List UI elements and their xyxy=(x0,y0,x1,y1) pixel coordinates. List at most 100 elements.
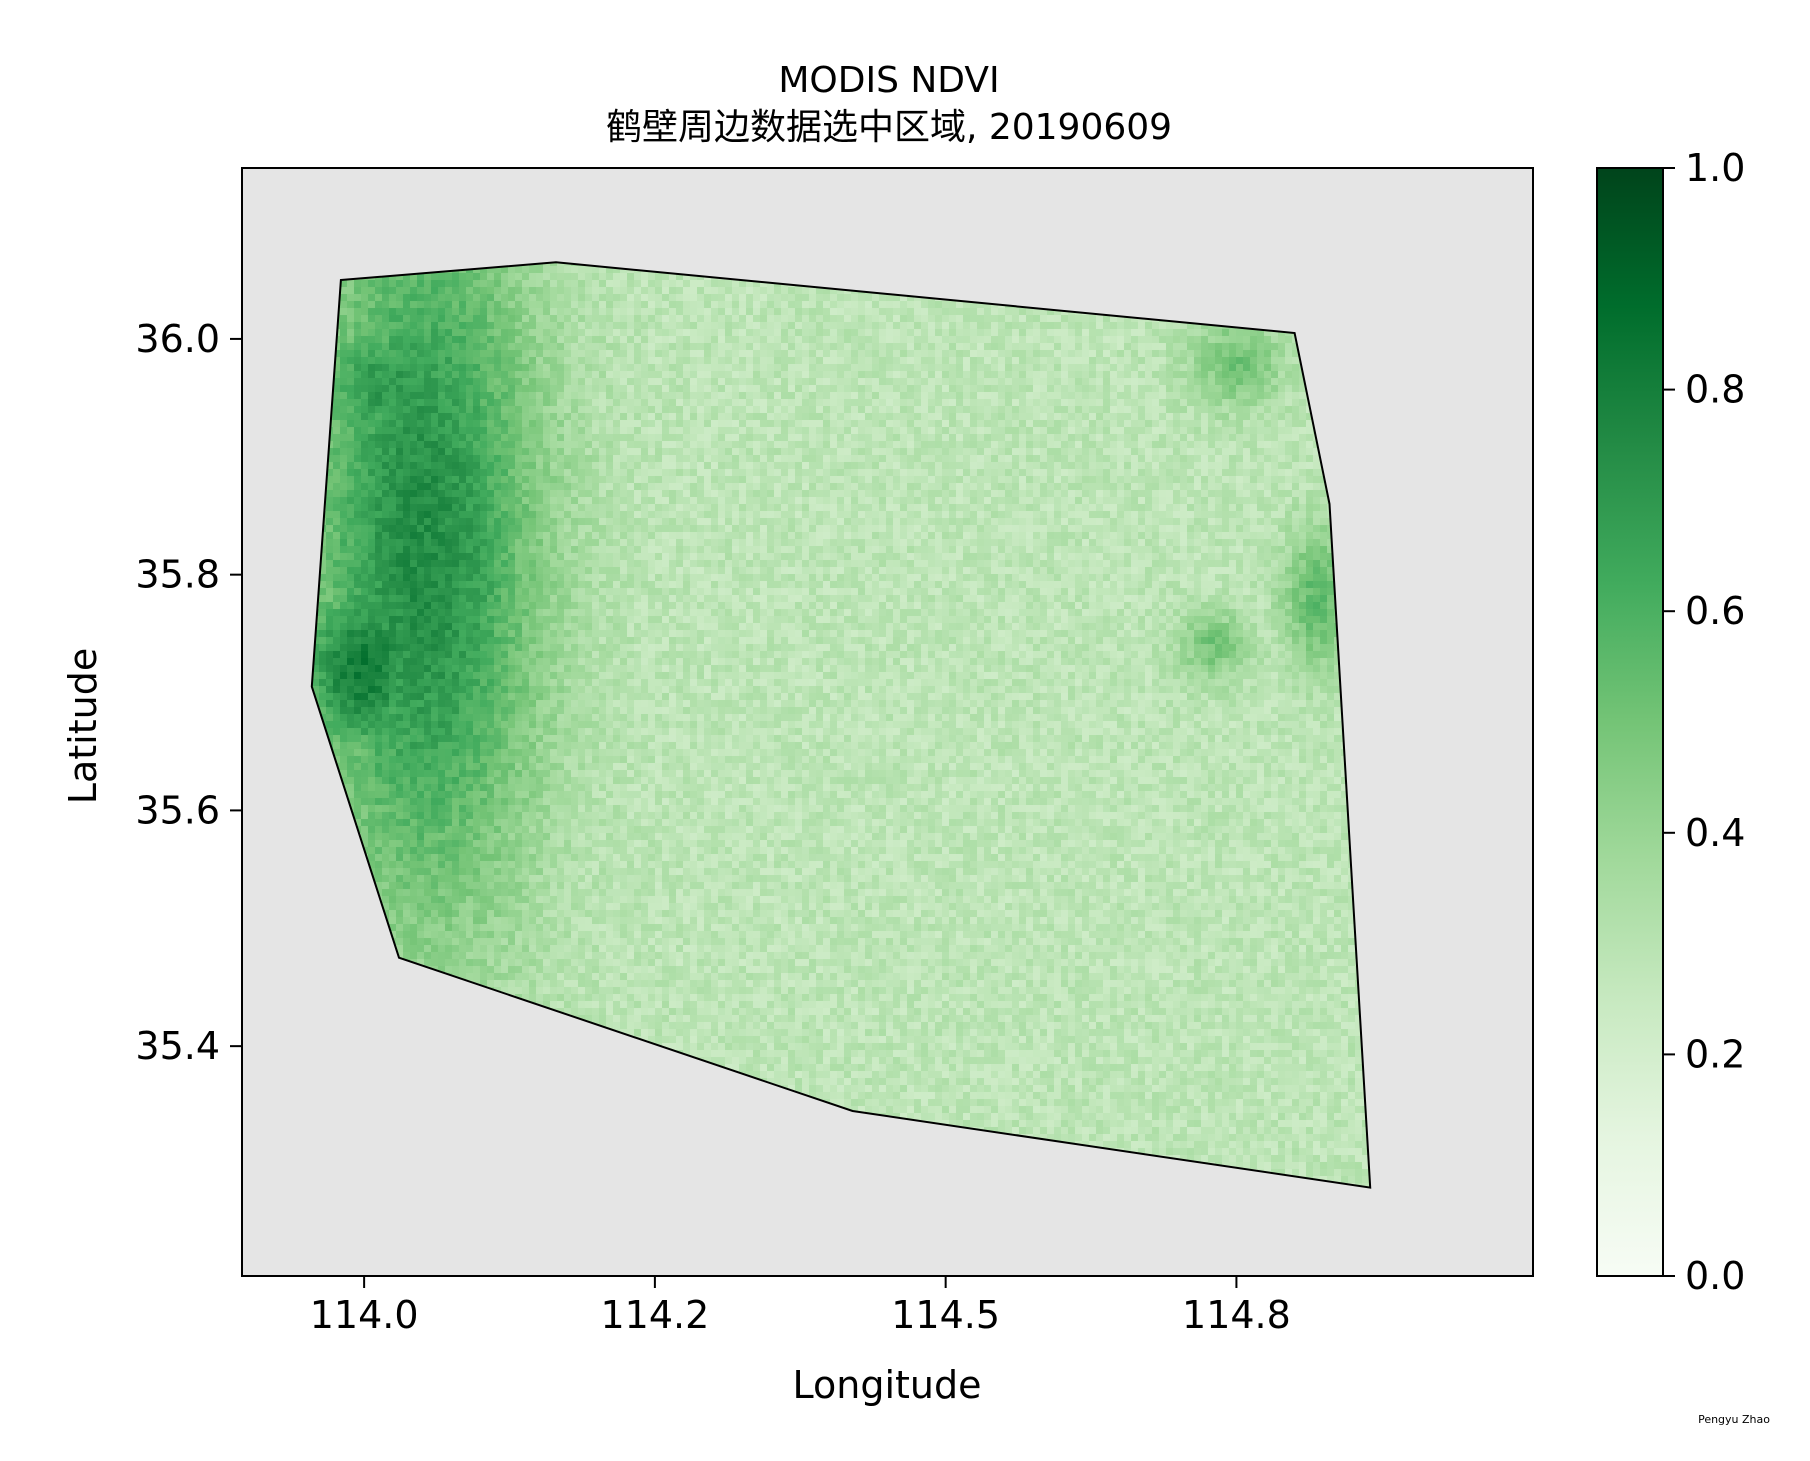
ndvi-cell xyxy=(1201,329,1208,336)
ndvi-cell xyxy=(396,287,403,294)
ndvi-cell xyxy=(872,336,879,343)
ndvi-cell xyxy=(473,287,480,294)
ndvi-cell xyxy=(1026,308,1033,315)
ndvi-cell xyxy=(620,336,627,343)
ndvi-cell xyxy=(473,301,480,308)
ndvi-cell xyxy=(606,273,613,280)
ndvi-cell xyxy=(508,343,515,350)
ndvi-cell xyxy=(830,287,837,294)
ndvi-cell xyxy=(1040,308,1047,315)
ndvi-cell xyxy=(802,294,809,301)
ndvi-cell xyxy=(767,343,774,350)
ndvi-cell xyxy=(417,322,424,329)
ndvi-cell xyxy=(879,336,886,343)
ndvi-cell xyxy=(1229,350,1236,357)
ndvi-cell xyxy=(858,336,865,343)
ndvi-cell xyxy=(655,280,662,287)
ndvi-cell xyxy=(1047,329,1054,336)
ndvi-cell xyxy=(347,315,354,322)
ndvi-cell xyxy=(809,329,816,336)
ndvi-cell xyxy=(893,294,900,301)
ndvi-cell xyxy=(844,322,851,329)
ndvi-cell xyxy=(368,308,375,315)
ndvi-cell xyxy=(592,350,599,357)
ndvi-cell xyxy=(501,308,508,315)
ndvi-cell xyxy=(676,329,683,336)
ndvi-cell xyxy=(802,315,809,322)
ndvi-cell xyxy=(879,329,886,336)
ndvi-cell xyxy=(1285,336,1292,343)
ndvi-cell xyxy=(550,350,557,357)
ndvi-cell xyxy=(935,336,942,343)
ndvi-cell xyxy=(1159,322,1166,329)
ndvi-cell xyxy=(991,343,998,350)
ndvi-cell xyxy=(697,343,704,350)
ndvi-cell xyxy=(774,315,781,322)
ndvi-cell xyxy=(564,336,571,343)
ndvi-cell xyxy=(459,315,466,322)
ndvi-cell xyxy=(599,266,606,273)
ndvi-cell xyxy=(1194,329,1201,336)
ndvi-cell xyxy=(340,350,347,357)
ndvi-cell xyxy=(690,336,697,343)
ndvi-cell xyxy=(340,294,347,301)
ndvi-cell xyxy=(704,322,711,329)
ndvi-cell xyxy=(487,287,494,294)
ndvi-cell xyxy=(830,322,837,329)
ndvi-cell xyxy=(816,343,823,350)
ndvi-cell xyxy=(522,280,529,287)
ndvi-cell xyxy=(1110,315,1117,322)
ndvi-cell xyxy=(494,350,501,357)
ndvi-cell xyxy=(515,301,522,308)
ndvi-cell xyxy=(641,301,648,308)
ndvi-cell xyxy=(599,336,606,343)
ndvi-cell xyxy=(1194,336,1201,343)
ndvi-cell xyxy=(1075,350,1082,357)
ndvi-cell xyxy=(711,301,718,308)
ndvi-cell xyxy=(592,343,599,350)
ndvi-cell xyxy=(676,301,683,308)
ndvi-cell xyxy=(830,301,837,308)
ndvi-cell xyxy=(844,294,851,301)
ndvi-cell xyxy=(970,322,977,329)
ndvi-cell xyxy=(1026,315,1033,322)
ndvi-cell xyxy=(851,294,858,301)
ndvi-cell xyxy=(375,322,382,329)
ndvi-cell xyxy=(1040,336,1047,343)
ndvi-cell xyxy=(424,350,431,357)
ndvi-cell xyxy=(697,350,704,357)
ndvi-cell xyxy=(886,294,893,301)
ndvi-cell xyxy=(949,308,956,315)
ndvi-cell xyxy=(718,294,725,301)
ndvi-cell xyxy=(697,287,704,294)
ndvi-cell xyxy=(830,294,837,301)
ndvi-cell xyxy=(718,350,725,357)
ndvi-cell xyxy=(1250,329,1257,336)
ndvi-cell xyxy=(606,343,613,350)
ndvi-cell xyxy=(1110,343,1117,350)
ndvi-cell xyxy=(1292,350,1299,357)
ndvi-cell xyxy=(872,329,879,336)
ndvi-cell xyxy=(921,301,928,308)
ndvi-cell xyxy=(963,343,970,350)
ndvi-cell xyxy=(837,343,844,350)
ndvi-cell xyxy=(613,343,620,350)
ndvi-cell xyxy=(361,294,368,301)
ndvi-cell xyxy=(662,294,669,301)
ndvi-cell xyxy=(1033,315,1040,322)
ndvi-cell xyxy=(382,315,389,322)
ndvi-cell xyxy=(760,336,767,343)
ndvi-cell xyxy=(494,273,501,280)
ndvi-cell xyxy=(956,343,963,350)
ndvi-cell xyxy=(368,336,375,343)
ndvi-cell xyxy=(942,336,949,343)
ndvi-cell xyxy=(1103,329,1110,336)
ndvi-cell xyxy=(508,350,515,357)
ndvi-cell xyxy=(459,294,466,301)
ndvi-cell xyxy=(1145,322,1152,329)
ndvi-cell xyxy=(788,350,795,357)
ndvi-cell xyxy=(375,280,382,287)
ndvi-cell xyxy=(676,280,683,287)
ndvi-cell xyxy=(473,350,480,357)
ndvi-cell xyxy=(648,287,655,294)
